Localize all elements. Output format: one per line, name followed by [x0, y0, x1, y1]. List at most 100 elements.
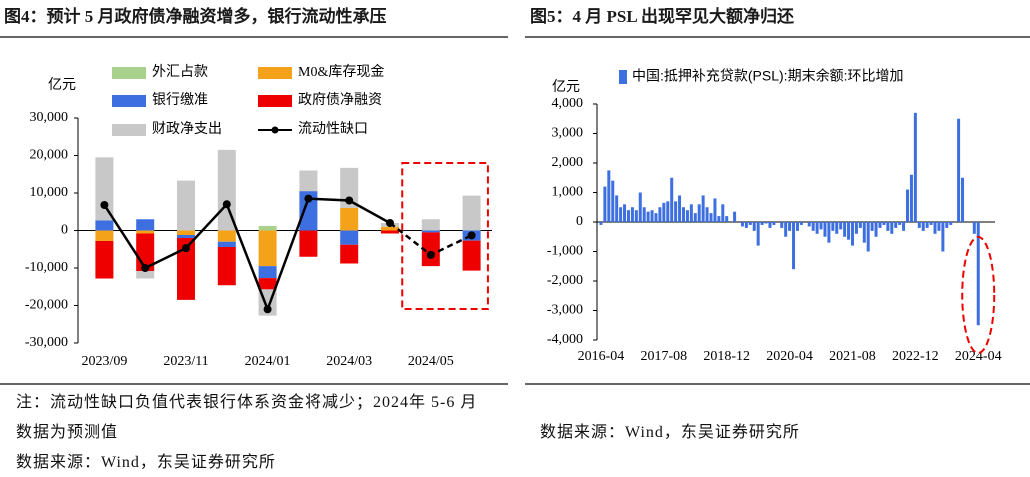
- y-tick-label: 4,000: [552, 96, 584, 111]
- bar: [839, 222, 843, 230]
- bar: [681, 207, 685, 222]
- bar: [937, 222, 941, 231]
- bar: [599, 222, 603, 225]
- bar: [623, 204, 627, 222]
- bar: [921, 222, 925, 231]
- bar: [462, 195, 481, 231]
- bar: [662, 202, 666, 222]
- bar: [733, 211, 737, 222]
- bar: [811, 222, 815, 231]
- bar: [894, 222, 898, 228]
- bar: [421, 232, 440, 267]
- y-tick-label: 3,000: [552, 126, 584, 141]
- bar: [630, 207, 634, 222]
- bar: [744, 222, 748, 228]
- line-marker: [345, 196, 354, 205]
- bar: [858, 222, 862, 228]
- legend-label: M0&库存现金: [298, 64, 384, 80]
- x-tick-label: 2024-04: [955, 349, 1002, 364]
- legend-swatch: [112, 67, 146, 79]
- bar: [933, 222, 937, 234]
- bar: [972, 222, 976, 234]
- forecast-highlight: [401, 162, 489, 310]
- bar: [217, 241, 236, 247]
- bar: [685, 210, 689, 222]
- legend-swatch: [258, 67, 292, 79]
- bar: [697, 204, 701, 222]
- bar: [299, 230, 318, 257]
- y-tick-label: 30,000: [30, 110, 69, 125]
- bar: [835, 222, 839, 234]
- bar: [136, 219, 155, 231]
- y-tick-label: -10,000: [25, 260, 68, 275]
- bar: [780, 222, 784, 228]
- legend-swatch: [258, 95, 292, 107]
- bar: [764, 222, 768, 224]
- bar: [709, 213, 713, 222]
- bar: [95, 157, 114, 221]
- bar: [666, 201, 670, 222]
- y-tick-label: -3,000: [547, 303, 583, 318]
- legend-marker: [271, 126, 279, 134]
- bar: [843, 222, 847, 237]
- bar: [642, 207, 646, 222]
- y-tick-label: 2,000: [552, 155, 584, 170]
- y-tick-label: -4,000: [547, 332, 583, 347]
- line: [103, 197, 391, 313]
- bar: [961, 177, 965, 222]
- legend-swatch: [112, 95, 146, 107]
- bar: [976, 222, 980, 326]
- bar: [381, 226, 399, 231]
- bar: [619, 207, 623, 222]
- x-tick-label: 2017-08: [641, 349, 688, 364]
- chart-title: 图5：4 月 PSL 出现罕见大额净归还: [530, 6, 795, 26]
- legend-label: 中国:抵押补充贷款(PSL):期末余额:环比增加: [632, 68, 903, 84]
- bar: [831, 222, 835, 231]
- bar: [615, 195, 619, 222]
- x-tick-label: 2020-04: [766, 349, 813, 364]
- bar: [819, 222, 823, 230]
- legend-label: 银行缴准: [152, 92, 208, 108]
- bar: [607, 170, 611, 222]
- highlight-ellipse: [961, 236, 996, 354]
- y-tick-label: 1,000: [552, 185, 584, 200]
- bar: [878, 222, 882, 228]
- bar: [705, 207, 709, 222]
- bar: [421, 219, 440, 231]
- line-marker: [182, 244, 190, 253]
- bar: [136, 230, 155, 234]
- bar: [340, 230, 359, 245]
- bar: [768, 222, 772, 228]
- bar: [299, 191, 318, 231]
- y-axis-label: 亿元: [48, 77, 76, 93]
- line-marker: [467, 231, 476, 240]
- x-tick-label: 2024/05: [408, 354, 454, 369]
- bar: [752, 222, 756, 231]
- bar: [713, 198, 717, 222]
- bar: [870, 222, 874, 231]
- bar: [945, 222, 949, 228]
- bar: [626, 210, 630, 222]
- bar: [177, 180, 195, 231]
- source: 数据来源：Wind，东吴证券研究所: [16, 454, 276, 471]
- y-tick-label: 0: [61, 223, 68, 238]
- bar: [258, 226, 277, 231]
- bar: [886, 222, 890, 231]
- bar: [862, 222, 866, 243]
- line-marker: [304, 194, 313, 203]
- bar: [898, 222, 902, 225]
- bar: [340, 208, 359, 231]
- x-tick-label: 2023/11: [163, 354, 208, 369]
- source: 数据来源：Wind，东吴证券研究所: [540, 424, 800, 441]
- bar: [381, 230, 399, 234]
- y-tick-label: -20,000: [25, 298, 68, 313]
- bar: [823, 222, 827, 237]
- legend-label: 政府债净融资: [298, 92, 382, 108]
- bar: [847, 222, 851, 240]
- bar: [95, 230, 114, 241]
- bar: [340, 167, 359, 208]
- bar: [689, 204, 693, 222]
- bar: [217, 230, 236, 242]
